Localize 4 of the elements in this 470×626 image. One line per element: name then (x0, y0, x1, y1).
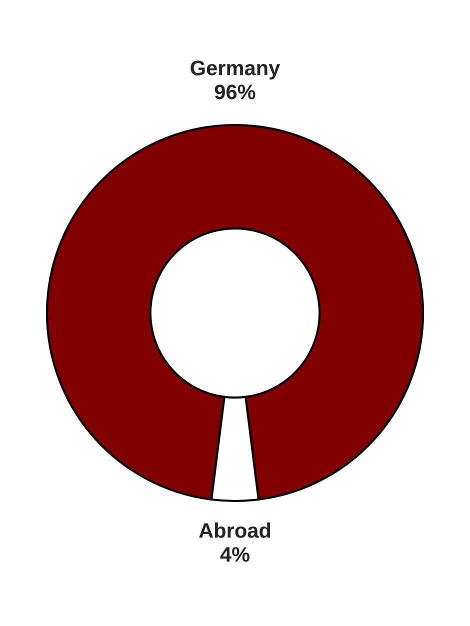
data-label: 96% (214, 84, 256, 100)
slice-label: Abroad (199, 522, 270, 538)
data-label: 4% (220, 547, 250, 562)
slice-label: Germany (190, 60, 280, 80)
